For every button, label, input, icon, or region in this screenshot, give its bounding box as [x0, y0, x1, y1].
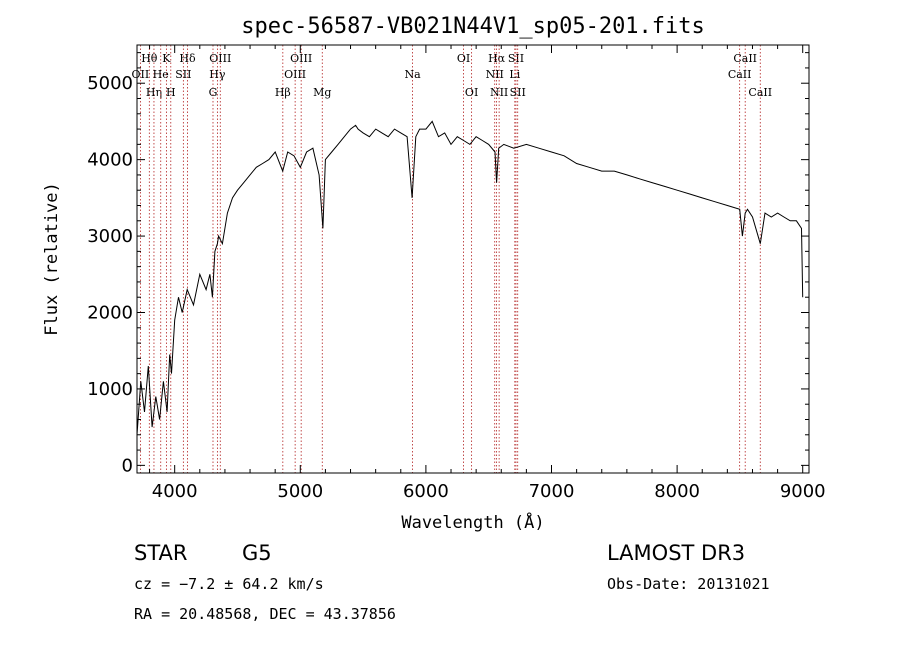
chart-title: spec-56587-VB021N44V1_sp05-201.fits — [241, 14, 705, 39]
spectral-line-label-3: K — [162, 52, 171, 65]
redshift-readout: cz = −7.2 ± 64.2 km/s — [134, 575, 324, 593]
x-axis-label: Wavelength (Å) — [401, 511, 544, 533]
spectral-line-label-25: CaII — [728, 68, 752, 81]
ticks-layer: 4000 5000 6000 7000 8000 9000 0 1000 2000 3000 400… — [87, 45, 826, 502]
y-axis-label: Flux (relative) — [42, 182, 62, 336]
y-tick-label-3: 3000 — [87, 226, 133, 247]
series-layer — [136, 120, 804, 435]
spectral-line-label-15: Na — [404, 68, 421, 81]
x-tick-label-2: 6000 — [403, 481, 449, 502]
spectral-line-label-14: Mg — [313, 86, 331, 99]
spectral-line-label-8: OIII — [209, 52, 231, 65]
spectral-line-label-10: G — [209, 86, 218, 99]
obs-date: Obs-Date: 20131021 — [607, 575, 770, 593]
spectral-line-label-21: SII — [508, 52, 524, 65]
spectral-line-label-2: Hη — [146, 86, 162, 99]
x-tick-label-1: 5000 — [277, 481, 323, 502]
survey-name: LAMOST DR3 — [607, 541, 745, 565]
spectral-line-label-18: Hα — [488, 52, 506, 65]
spectral-line-label-1: OII — [132, 68, 150, 81]
y-tick-label-1: 1000 — [87, 379, 133, 400]
object-class: STAR — [134, 541, 187, 565]
spectral-lines-layer: Hθ OII Hη K He H Hδ SII OIII Hγ G Hβ OIII OIII Mg Na OI O… — [132, 45, 772, 473]
spectral-line-label-24: CaII — [733, 52, 757, 65]
spectral-line-label-12: OIII — [290, 52, 312, 65]
spectral-line-label-6: Hδ — [179, 52, 196, 65]
coordinates: RA = 20.48568, DEC = 43.37856 — [134, 605, 396, 623]
y-tick-label-0: 0 — [122, 455, 133, 476]
spectral-line-label-4: He — [153, 68, 169, 81]
spectral-line-label-9: Hγ — [209, 68, 226, 81]
x-tick-label-3: 7000 — [529, 481, 575, 502]
spectral-line-label-11: Hβ — [275, 86, 291, 99]
spectral-line-label-5: H — [166, 86, 176, 99]
spectral-line-label-13: OIII — [284, 68, 306, 81]
spectral-line-label-26: CaII — [748, 86, 772, 99]
plot-frame — [136, 44, 810, 474]
spectral-line-label-16: OI — [457, 52, 470, 65]
object-subclass: G5 — [242, 541, 272, 565]
spectral-line-label-0: Hθ — [141, 52, 158, 65]
spectral-line-label-17: OI — [465, 86, 478, 99]
y-tick-label-2: 2000 — [87, 303, 133, 324]
y-tick-label-5: 5000 — [87, 73, 133, 94]
x-tick-label-5: 9000 — [780, 481, 826, 502]
spectral-line-label-19: NII — [486, 68, 504, 81]
x-tick-label-0: 4000 — [152, 481, 198, 502]
spectral-line-label-20: NII — [490, 86, 508, 99]
series-line-0 — [136, 120, 804, 435]
spectral-line-label-23: SII — [510, 86, 526, 99]
spectral-line-label-22: Li — [509, 68, 520, 81]
spectral-line-label-7: SII — [175, 68, 191, 81]
y-tick-label-4: 4000 — [87, 150, 133, 171]
x-tick-label-4: 8000 — [654, 481, 700, 502]
